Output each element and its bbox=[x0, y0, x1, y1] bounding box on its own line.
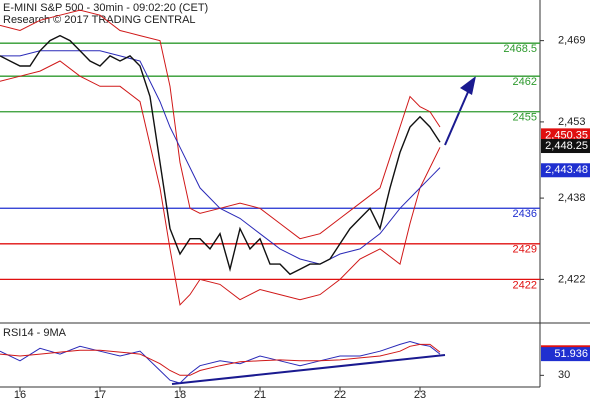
price-marker-label: 2,450.35 bbox=[545, 129, 588, 141]
x-tick-label: 16 bbox=[14, 389, 26, 400]
rsi-title: RSI14 - 9MA bbox=[3, 327, 67, 339]
y-tick-label: 2,438 bbox=[558, 192, 586, 204]
level-label: 2429 bbox=[513, 244, 537, 256]
series-line bbox=[0, 340, 441, 384]
price-marker bbox=[541, 128, 590, 143]
y-tick-label: 30 bbox=[558, 369, 570, 381]
level-label: 2436 bbox=[513, 208, 537, 220]
y-tick-label: 2,453 bbox=[558, 116, 586, 128]
x-tick-label: 21 bbox=[254, 389, 266, 400]
price-marker-label: 2,448.25 bbox=[545, 140, 588, 152]
forecast-arrowhead bbox=[460, 76, 476, 95]
chart-title: E-MINI S&P 500 - 30min - 09:02:20 (CET) bbox=[3, 2, 208, 14]
level-label: 2462 bbox=[513, 76, 537, 88]
series-line bbox=[0, 60, 441, 306]
x-tick-label: 17 bbox=[94, 389, 106, 400]
price-marker bbox=[541, 139, 590, 154]
chart-subtitle: Research © 2017 TRADING CENTRAL bbox=[3, 14, 196, 26]
price-marker-label: 51.936 bbox=[554, 348, 588, 360]
rsi-trendline bbox=[171, 354, 446, 385]
x-tick-label: 22 bbox=[334, 389, 346, 400]
price-marker bbox=[541, 163, 590, 178]
level-label: 2422 bbox=[513, 279, 537, 291]
series-line bbox=[0, 50, 441, 265]
x-tick-label: 23 bbox=[414, 389, 426, 400]
y-tick-label: 2,469 bbox=[558, 35, 586, 47]
price-marker-label: 2,443.48 bbox=[545, 164, 588, 176]
level-label: 2468.5 bbox=[503, 43, 537, 55]
series-line bbox=[0, 34, 441, 276]
forecast-arrow bbox=[444, 91, 469, 146]
x-tick-label: 18 bbox=[174, 389, 186, 400]
price-marker bbox=[541, 347, 590, 362]
y-tick-label: 2,422 bbox=[558, 273, 586, 285]
series-line bbox=[0, 343, 441, 376]
level-label: 2455 bbox=[513, 112, 537, 124]
